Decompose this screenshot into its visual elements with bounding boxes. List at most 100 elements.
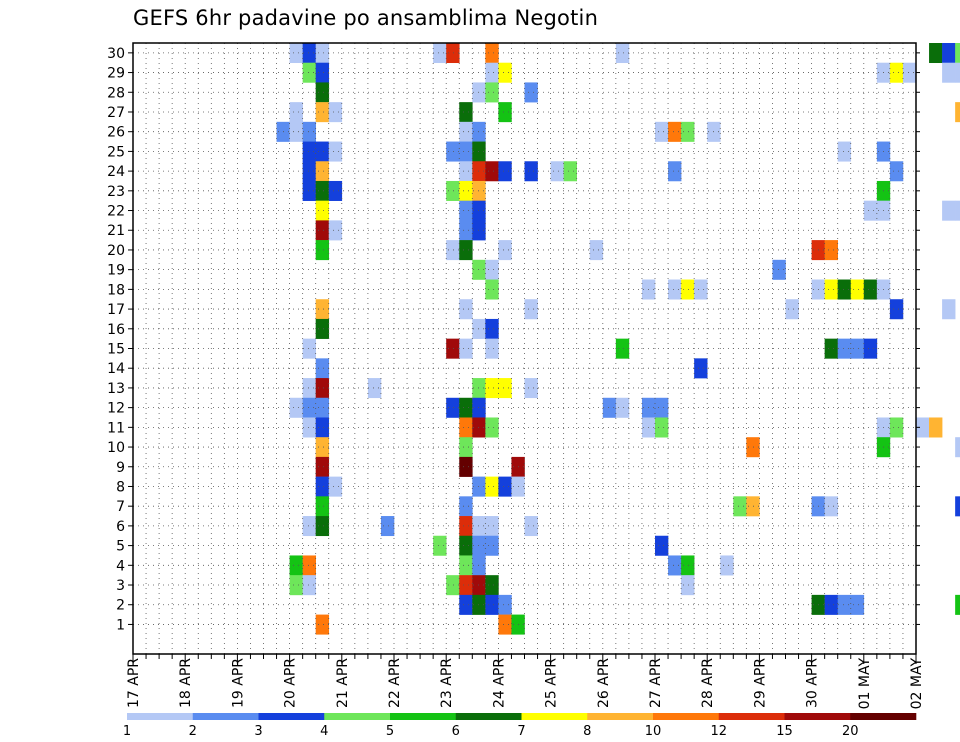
y-tick-label: 3 [116, 578, 125, 594]
heatmap-cell [955, 200, 960, 221]
y-tick-label: 16 [107, 322, 125, 338]
y-tick-label: 22 [107, 204, 125, 220]
heatmap-cell [315, 43, 330, 64]
colorbar-label: 5 [386, 724, 394, 739]
heatmap-cell [302, 180, 316, 201]
heatmap-cell [328, 476, 343, 497]
heatmap-cell [302, 43, 316, 64]
heatmap-cell [459, 516, 473, 537]
heatmap-cell [315, 456, 330, 477]
heatmap-cell [459, 161, 473, 182]
y-tick-label: 5 [116, 539, 125, 555]
heatmap-cell [459, 200, 473, 221]
heatmap-cell [850, 338, 865, 359]
heatmap-cell [289, 102, 303, 123]
heatmap-cell [315, 318, 330, 339]
colorbar-swatch [718, 713, 785, 720]
colorbar-label: 7 [517, 724, 525, 739]
heatmap-cell [681, 555, 695, 576]
heatmap-cell [446, 575, 460, 596]
heatmap-cell [498, 102, 512, 123]
heatmap-cell [485, 62, 499, 83]
heatmap-cell [485, 161, 499, 182]
x-tick-label: 02 MAY [909, 658, 925, 710]
heatmap-cell [328, 180, 343, 201]
heatmap-cell [289, 397, 303, 418]
heatmap-cell [889, 62, 904, 83]
heatmap-cell [942, 62, 956, 83]
heatmap-cell [615, 397, 630, 418]
heatmap-cell [315, 220, 330, 241]
heatmap-cell [837, 141, 852, 162]
heatmap-cell [824, 338, 838, 359]
heatmap-cell [315, 358, 330, 379]
y-tick-label: 20 [107, 243, 125, 259]
heatmap-cell [485, 259, 499, 280]
heatmap-cell [863, 338, 878, 359]
colorbar-label: 3 [254, 724, 262, 739]
heatmap-cell [367, 378, 382, 399]
heatmap-cell [485, 338, 499, 359]
heatmap-cell [485, 575, 499, 596]
heatmap-cell [589, 240, 604, 261]
heatmap-cell [459, 220, 473, 241]
heatmap-cell [315, 82, 330, 103]
heatmap-cell [524, 516, 538, 537]
x-tick-label: 26 APR [596, 658, 612, 708]
y-tick-label: 21 [107, 223, 125, 239]
x-tick-label: 27 APR [648, 658, 664, 708]
y-tick-label: 8 [116, 479, 125, 495]
heatmap-cell [459, 180, 473, 201]
heatmap-cell [302, 161, 316, 182]
y-tick-label: 28 [107, 85, 125, 101]
heatmap-cell [694, 279, 708, 300]
heatmap-cell [668, 555, 682, 576]
heatmap-cell [446, 141, 460, 162]
heatmap-cell [328, 220, 343, 241]
heatmap-cell [942, 200, 956, 221]
heatmap-cell [655, 417, 669, 438]
heatmap-cell [315, 240, 330, 261]
heatmap-cell [315, 62, 330, 83]
heatmap-cell [315, 180, 330, 201]
heatmap-cell [668, 279, 682, 300]
heatmap-cell [459, 338, 473, 359]
heatmap-cell [498, 62, 512, 83]
heatmap-cell [328, 141, 343, 162]
heatmap-cell [485, 279, 499, 300]
heatmap-cell [863, 279, 878, 300]
heatmap-cell [315, 496, 330, 517]
colorbar-label: 20 [842, 724, 859, 739]
heatmap-cell [916, 417, 930, 438]
x-tick-label: 21 APR [335, 658, 351, 708]
heatmap-cell [902, 62, 917, 83]
heatmap-cell [459, 437, 473, 458]
heatmap-cell [889, 299, 904, 320]
heatmap-cell [485, 516, 499, 537]
y-tick-label: 13 [107, 381, 125, 397]
colorbar-swatch [850, 713, 917, 720]
heatmap-cell [315, 397, 330, 418]
y-tick-label: 29 [107, 66, 125, 82]
heatmap-cell [955, 437, 960, 458]
heatmap-cell [315, 299, 330, 320]
heatmap-cell [955, 102, 960, 123]
colorbar-label: 12 [710, 724, 727, 739]
heatmap-cell [655, 121, 669, 142]
x-tick-label: 25 APR [544, 658, 560, 708]
heatmap-cell [929, 43, 943, 64]
heatmap-cell [681, 121, 695, 142]
colorbar-label: 2 [189, 724, 197, 739]
heatmap-cell [302, 62, 316, 83]
colorbar-label: 10 [645, 724, 662, 739]
heatmap-cell [315, 614, 330, 635]
x-tick-label: 17 APR [126, 658, 142, 708]
y-tick-label: 30 [107, 46, 125, 62]
y-tick-label: 23 [107, 184, 125, 200]
heatmap-cell [289, 555, 303, 576]
heatmap-cell [459, 102, 473, 123]
colorbar-swatch [192, 713, 259, 720]
y-tick-label: 1 [116, 617, 125, 633]
heatmap-cell [289, 43, 303, 64]
x-tick-label: 24 APR [491, 658, 507, 708]
